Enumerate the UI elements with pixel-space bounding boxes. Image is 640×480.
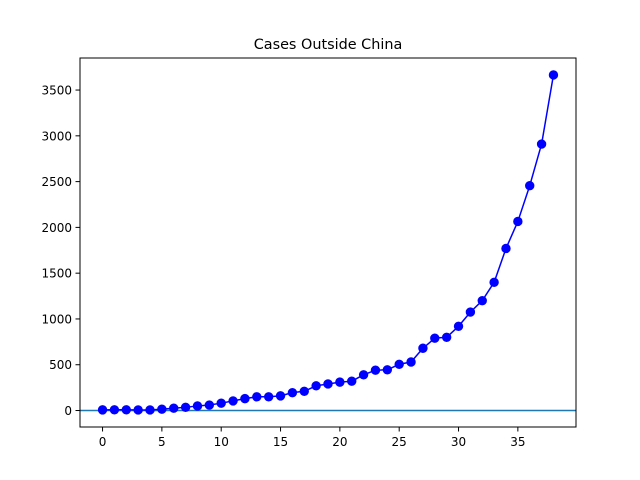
data-point (228, 396, 238, 406)
x-tick-label: 25 (392, 435, 407, 449)
x-tick-label: 30 (451, 435, 466, 449)
data-point (192, 401, 203, 411)
data-point (109, 405, 120, 415)
data-point (453, 321, 464, 331)
data-point (430, 333, 440, 343)
x-tick-label: 15 (273, 435, 288, 449)
x-tick-label: 0 (99, 435, 107, 449)
y-tick-label: 3000 (41, 129, 72, 143)
data-point (263, 392, 274, 402)
data-point (382, 365, 393, 375)
data-point (548, 70, 559, 80)
y-tick-label: 500 (49, 358, 72, 372)
data-point (536, 139, 547, 149)
data-point (477, 295, 487, 306)
data-point (394, 359, 404, 369)
y-tick-label: 1000 (41, 312, 72, 326)
chart-title: Cases Outside China (254, 37, 403, 53)
axes: 0 5 10 15 20 25 30 35 0 500 1000 1500 2000 2500 3000 35… (41, 57, 577, 449)
x-tick-label: 35 (510, 435, 525, 449)
data-point (133, 405, 143, 415)
data-point (97, 405, 108, 415)
data-point (370, 365, 381, 375)
data-point (418, 343, 428, 353)
data-point (169, 403, 179, 413)
data-point (441, 332, 452, 342)
y-tick-label: 2000 (41, 221, 72, 235)
data-point (275, 391, 286, 401)
data-point (240, 393, 250, 404)
y-tick-label: 3500 (41, 84, 72, 98)
data-point (121, 405, 131, 415)
y-tick-label: 2500 (41, 175, 72, 189)
y-tick-label: 1500 (41, 267, 72, 281)
data-point (180, 402, 191, 413)
data-point (299, 386, 309, 396)
x-tick-label: 20 (332, 435, 347, 449)
data-point (513, 216, 523, 227)
data-point (252, 392, 262, 402)
x-tick-label: 10 (214, 435, 229, 449)
data-point (465, 307, 476, 317)
data-point (347, 376, 357, 386)
data-point (323, 379, 333, 389)
data-point (525, 181, 535, 191)
data-point (311, 381, 321, 391)
data-point (287, 387, 298, 398)
data-point (406, 357, 416, 367)
data-point (204, 400, 215, 410)
y-tick-label: 0 (64, 404, 72, 418)
data-point (358, 370, 369, 380)
plot-area (80, 70, 576, 415)
data-point (157, 404, 167, 414)
data-point (216, 398, 226, 408)
data-point (489, 277, 499, 288)
data-point (501, 243, 511, 254)
data-point (145, 405, 155, 415)
x-tick-label: 5 (158, 435, 166, 449)
axes-frame (79, 57, 577, 428)
data-point (335, 377, 345, 387)
